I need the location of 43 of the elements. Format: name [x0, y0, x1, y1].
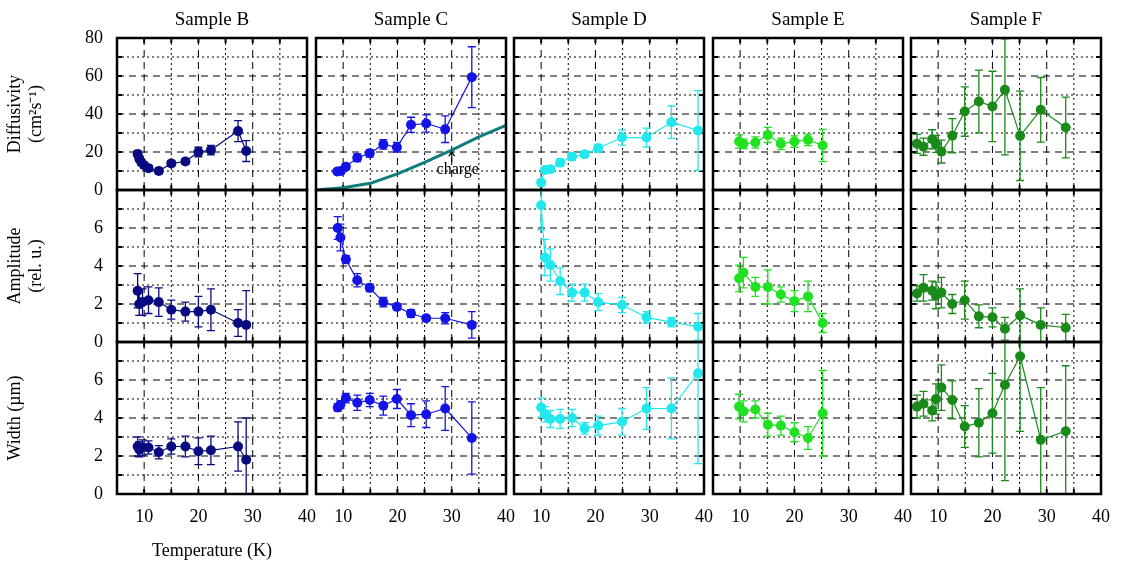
y-tick-label: 0: [94, 482, 103, 503]
x-axis-title: Temperature (K): [151, 539, 273, 561]
y-axis-title: Diffusivity (cm²s⁻¹): [3, 74, 47, 154]
chart-title: Sample D: [571, 8, 647, 30]
x-tick-label: 30: [243, 505, 262, 526]
y-tick-label: 2: [94, 444, 103, 465]
x-tick-label: 10: [929, 505, 948, 526]
x-tick-label: 10: [135, 505, 154, 526]
y-tick-label: 4: [94, 406, 103, 427]
y-tick-label: 4: [94, 254, 103, 275]
y-tick-label: 60: [85, 64, 103, 85]
x-tick-label: 20: [785, 505, 804, 526]
x-tick-label: 30: [839, 505, 858, 526]
x-tick-label: 40: [894, 505, 912, 526]
x-tick-label: 20: [388, 505, 407, 526]
x-tick-label: 10: [334, 505, 353, 526]
y-axis-title: Amplitude (rel. u.): [3, 227, 47, 305]
chart-title: Sample C: [373, 8, 449, 30]
x-tick-label: 40: [695, 505, 713, 526]
y-tick-label: 0: [94, 178, 103, 199]
x-tick-label: 40: [497, 505, 515, 526]
y-tick-label: 6: [94, 216, 103, 237]
annotation: charge: [436, 160, 479, 179]
y-tick-label: 0: [94, 330, 103, 351]
chart-title: Sample F: [969, 8, 1043, 30]
y-tick-label: 20: [85, 140, 103, 161]
x-tick-label: 30: [1037, 505, 1056, 526]
y-tick-label: 6: [94, 368, 103, 389]
x-tick-label: 20: [983, 505, 1002, 526]
y-tick-label: 40: [85, 102, 103, 123]
x-tick-label: 20: [586, 505, 605, 526]
chart-title: Sample B: [174, 8, 250, 30]
y-tick-label: 2: [94, 292, 103, 313]
x-tick-label: 30: [640, 505, 659, 526]
x-tick-label: 30: [442, 505, 461, 526]
x-tick-label: 10: [532, 505, 551, 526]
chart-title: Sample E: [771, 8, 845, 30]
x-tick-label: 20: [189, 505, 208, 526]
x-tick-label: 40: [1092, 505, 1110, 526]
x-tick-label: 40: [298, 505, 316, 526]
y-axis-title: Width (µm): [3, 375, 25, 461]
x-tick-label: 10: [731, 505, 750, 526]
y-tick-label: 80: [85, 26, 103, 47]
